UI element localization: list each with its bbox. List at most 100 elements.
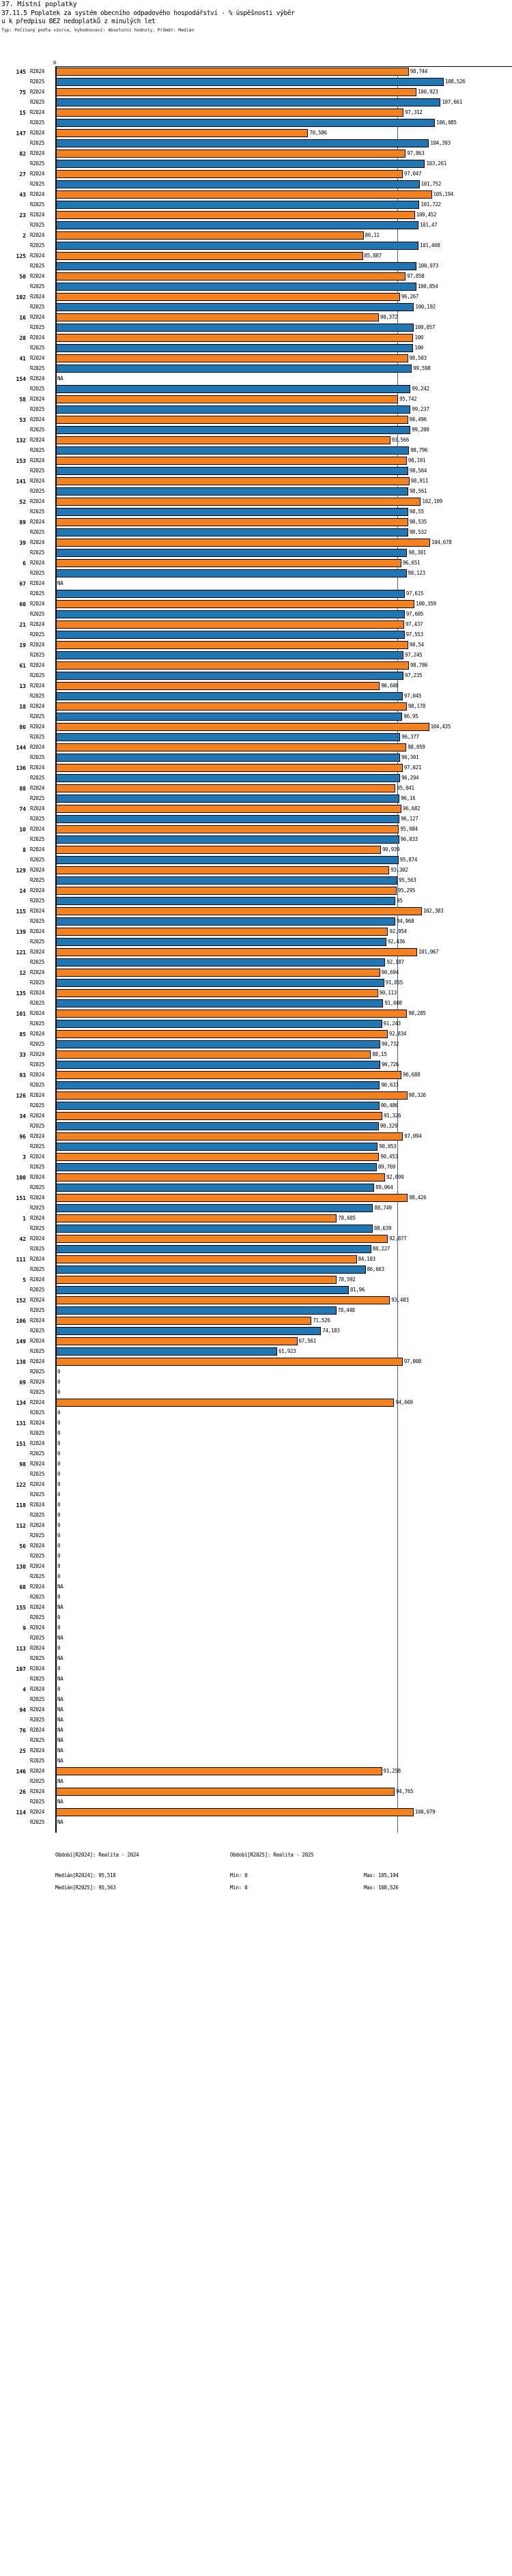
bar-group: 8 R2024 90,939 R2025 95,874 bbox=[0, 844, 512, 865]
bar-group: 16 R2024 90,372 R2025 100,057 bbox=[0, 312, 512, 332]
series-label: R2025 bbox=[30, 1328, 45, 1334]
bar-r2024 bbox=[56, 1275, 337, 1284]
bar-r2024 bbox=[56, 272, 406, 281]
category-label: 115 bbox=[16, 908, 26, 915]
category-label: 56 bbox=[19, 1543, 26, 1549]
bar-value-label: 78,448 bbox=[337, 1307, 356, 1314]
bar-value-label: 98,191 bbox=[408, 457, 426, 464]
bar-value-label: 81,96 bbox=[350, 1287, 365, 1293]
bar-value-label: 96,688 bbox=[403, 1072, 421, 1078]
bar-value-label: 97,094 bbox=[404, 1133, 422, 1140]
bar-r2025 bbox=[56, 507, 408, 516]
series-label: R2024 bbox=[30, 1317, 45, 1323]
bar-group: 28 R2024 100 R2025 100 bbox=[0, 332, 512, 353]
series-label: R2025 bbox=[30, 775, 45, 781]
bar-r2024 bbox=[56, 190, 432, 199]
bar-value-label: NA bbox=[57, 1635, 63, 1642]
category-label: 5 bbox=[23, 1277, 26, 1283]
bar-group: 139 R2024 92,954 R2025 92,436 bbox=[0, 926, 512, 947]
bar-r2024 bbox=[56, 1316, 312, 1325]
category-label: 93 bbox=[19, 1072, 26, 1078]
bar-r2024 bbox=[56, 1091, 408, 1100]
bar-value-label: 103,261 bbox=[426, 160, 446, 167]
bar-value-label: NA bbox=[57, 1696, 63, 1703]
category-label: 16 bbox=[19, 315, 26, 321]
bar-group: 145 R2024 98,744 R2025 108,526 bbox=[0, 66, 512, 87]
series-label: R2024 bbox=[30, 314, 45, 320]
bar-group: 4 R2024 0 R2025 NA bbox=[0, 1684, 512, 1704]
bar-r2024 bbox=[56, 395, 399, 403]
category-label: 75 bbox=[19, 89, 26, 96]
series-label: R2025 bbox=[30, 1655, 45, 1661]
category-label: 76 bbox=[19, 1728, 26, 1734]
category-label: 135 bbox=[16, 990, 26, 997]
series-label: R2024 bbox=[30, 703, 45, 709]
category-label: 132 bbox=[16, 438, 26, 444]
bar-value-label: 98,532 bbox=[409, 529, 427, 536]
series-label: R2025 bbox=[30, 1225, 45, 1231]
bar-group: 122 R2024 0 R2025 0 bbox=[0, 1479, 512, 1500]
category-label: 121 bbox=[16, 949, 26, 956]
bar-value-label: 97,021 bbox=[403, 764, 422, 771]
bar-r2024 bbox=[56, 906, 422, 915]
series-label: R2025 bbox=[30, 754, 45, 760]
category-label: 151 bbox=[16, 1195, 26, 1201]
series-label: R2024 bbox=[30, 1338, 45, 1344]
min-2024-label: Min: 0 bbox=[230, 1872, 248, 1878]
bar-group: 68 R2024 NA R2025 0 bbox=[0, 1582, 512, 1602]
series-label: R2025 bbox=[30, 959, 45, 965]
bar-r2025 bbox=[56, 1101, 380, 1110]
category-label: 86 bbox=[19, 724, 26, 730]
bar-group: 100 R2024 92,099 R2025 89,064 bbox=[0, 1172, 512, 1192]
bar-group: 101 R2024 98,285 R2025 91,243 bbox=[0, 1008, 512, 1029]
category-label: 67 bbox=[19, 581, 26, 587]
bar-value-label: 88,15 bbox=[372, 1051, 387, 1058]
bar-r2024 bbox=[56, 988, 378, 997]
category-label: 69 bbox=[19, 1379, 26, 1386]
series-label: R2024 bbox=[30, 724, 45, 730]
bar-value-label: 89,064 bbox=[375, 1184, 393, 1191]
series-label: R2025 bbox=[30, 713, 45, 719]
bar-group: 152 R2024 93,483 R2025 78,448 bbox=[0, 1295, 512, 1315]
category-label: 111 bbox=[16, 1257, 26, 1263]
series-label: R2025 bbox=[30, 1450, 45, 1457]
bar-value-label: 101,752 bbox=[421, 181, 442, 188]
category-label: 122 bbox=[16, 1482, 26, 1488]
series-label: R2024 bbox=[30, 498, 45, 504]
series-label: R2024 bbox=[30, 601, 45, 607]
bar-value-label: 95,984 bbox=[400, 826, 418, 833]
series-label: R2025 bbox=[30, 1020, 45, 1027]
bar-r2025 bbox=[56, 405, 411, 414]
category-label: 138 bbox=[16, 1359, 26, 1365]
bar-value-label: NA bbox=[57, 1747, 63, 1754]
bar-group: 135 R2024 90,113 R2025 91,608 bbox=[0, 988, 512, 1008]
bar-value-label: 106,085 bbox=[436, 119, 457, 126]
bar-r2024 bbox=[56, 292, 400, 301]
series-label: R2025 bbox=[30, 611, 45, 617]
bar-value-label: NA bbox=[57, 1706, 63, 1713]
bar-r2025 bbox=[56, 1224, 373, 1233]
series-label: R2025 bbox=[30, 201, 45, 207]
series-label: R2025 bbox=[30, 406, 45, 412]
bar-value-label: 100 bbox=[414, 334, 424, 341]
bar-r2025 bbox=[56, 446, 410, 455]
series-label: R2024 bbox=[30, 764, 45, 771]
bar-group: 61 R2024 98,786 R2025 97,235 bbox=[0, 660, 512, 681]
category-label: 154 bbox=[16, 376, 26, 382]
bar-value-label: 96,127 bbox=[401, 816, 418, 822]
category-label: 25 bbox=[19, 1748, 26, 1754]
bar-r2024 bbox=[56, 1807, 414, 1816]
series-label: R2024 bbox=[30, 928, 45, 934]
series-label: R2025 bbox=[30, 1389, 45, 1395]
bar-r2024 bbox=[56, 968, 380, 977]
series-label: R2025 bbox=[30, 1348, 45, 1354]
series-label: R2024 bbox=[30, 1604, 45, 1610]
series-label: R2024 bbox=[30, 1051, 45, 1057]
category-label: 141 bbox=[16, 478, 26, 485]
category-label: 131 bbox=[16, 1420, 26, 1427]
series-label: R2024 bbox=[30, 990, 45, 996]
bar-r2025 bbox=[56, 1203, 373, 1212]
chart-title-line1: 37.11.5 Poplatek za systém obecního odpa… bbox=[1, 10, 295, 17]
bar-value-label: 0 bbox=[57, 1491, 61, 1498]
series-label: R2025 bbox=[30, 1635, 45, 1641]
